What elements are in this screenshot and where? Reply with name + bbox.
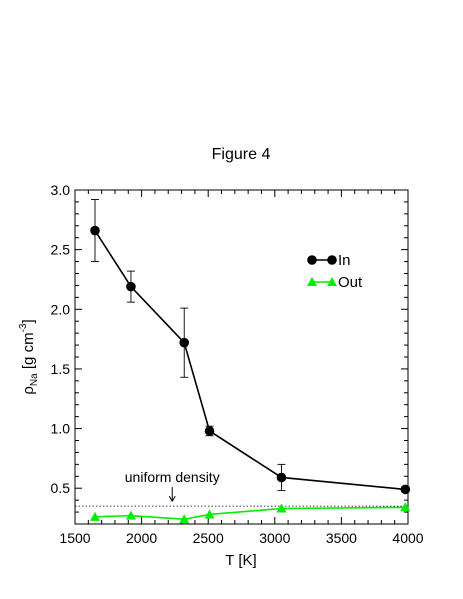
legend-label-out: Out xyxy=(338,274,363,291)
data-point xyxy=(400,502,411,512)
data-point xyxy=(125,510,136,520)
y-label-unit-open: [g cm xyxy=(20,332,37,373)
y-label-superscript: -3 xyxy=(18,323,29,332)
y-tick-label: 1.0 xyxy=(51,421,71,437)
x-tick-label: 4000 xyxy=(392,530,423,546)
x-tick-label: 1500 xyxy=(59,530,90,546)
series-line xyxy=(94,506,406,521)
series-in xyxy=(90,199,411,495)
y-tick-label: 2.0 xyxy=(51,301,71,317)
y-tick-label: 0.5 xyxy=(51,480,71,496)
plot-area: uniform density 1500 2000 2500 3000 3500 4000… xyxy=(51,182,424,546)
legend-entry-in: In xyxy=(307,252,351,269)
legend-label-in: In xyxy=(338,252,351,269)
series-out xyxy=(89,502,411,524)
data-point xyxy=(179,337,190,348)
data-point xyxy=(179,514,190,524)
series-line xyxy=(94,230,406,491)
data-point xyxy=(90,225,100,236)
data-point xyxy=(400,484,411,495)
legend-marker-in xyxy=(307,255,317,265)
data-point xyxy=(276,472,287,483)
y-label-subscript: Na xyxy=(29,373,40,386)
y-tick-label: 3.0 xyxy=(51,182,71,198)
y-tick-label: 1.5 xyxy=(51,361,71,377)
x-tick-label: 2500 xyxy=(193,530,224,546)
legend: In Out xyxy=(307,252,363,291)
legend-marker-in xyxy=(327,255,337,265)
data-point xyxy=(204,509,215,519)
y-label-rho: ρ xyxy=(20,386,37,395)
uniform-density-reference: uniform density xyxy=(75,469,408,507)
legend-marker-out xyxy=(307,277,317,286)
y-axis-label: ρNa [g cm-3] xyxy=(18,319,40,394)
uniform-density-arrowhead xyxy=(168,495,176,503)
legend-entry-out: Out xyxy=(307,274,363,291)
x-axis-label: T [K] xyxy=(225,552,256,569)
x-tick-label: 3500 xyxy=(326,530,357,546)
y-tick-label: 2.5 xyxy=(51,242,71,258)
data-point xyxy=(126,281,136,292)
y-label-unit-close: ] xyxy=(20,319,37,323)
data-point xyxy=(204,426,215,436)
data-point xyxy=(89,511,100,521)
x-tick-label: 3000 xyxy=(259,530,290,546)
x-tick-label: 2000 xyxy=(126,530,157,546)
series-layer xyxy=(89,199,411,524)
axis-ticks: 1500 2000 2500 3000 3500 4000 0.5 1.0 1.5 2.0 2.5 3… xyxy=(51,182,424,546)
chart-title: Figure 4 xyxy=(212,146,271,163)
uniform-density-label: uniform density xyxy=(125,469,220,485)
data-point xyxy=(276,503,287,513)
legend-marker-out xyxy=(327,277,337,286)
